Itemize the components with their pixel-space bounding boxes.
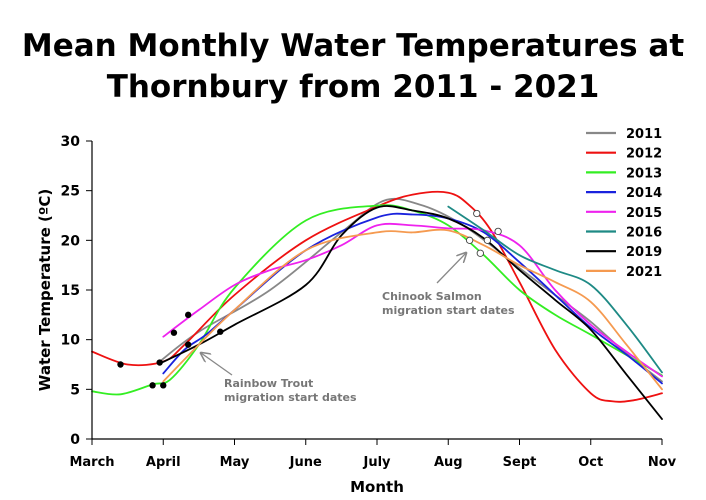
chinook-salmon-annotation: Chinook Salmon migration start dates: [382, 253, 515, 317]
y-tick-label: 20: [61, 233, 81, 249]
chinook-salmon-point: [494, 227, 502, 236]
legend-label-2011: 2011: [626, 127, 662, 142]
x-tick-label: June: [289, 455, 322, 470]
x-tick-label: Oct: [578, 455, 603, 470]
rainbow-trout-point: [149, 382, 156, 389]
legend-label-2014: 2014: [626, 186, 662, 201]
y-axis-label: Water Temperature (ºC): [36, 189, 54, 391]
axes: [91, 141, 662, 440]
chinook-salmon-label-line-2: migration start dates: [382, 304, 515, 317]
rainbow-trout-point: [217, 328, 224, 335]
legend: 2011 2012 2013 2014 2015 2016 2019 2021: [586, 127, 662, 280]
legend-label-2019: 2019: [626, 245, 662, 260]
x-tick-label: May: [220, 455, 250, 470]
series-line-2012: [91, 190, 663, 403]
x-tick-label: Nov: [648, 455, 677, 470]
legend-label-2021: 2021: [626, 265, 662, 280]
rainbow-trout-point: [117, 361, 124, 368]
chinook-salmon-arrow: [436, 253, 466, 284]
series-line-2014: [162, 212, 663, 385]
tick-layer: 0 5 10 15 20 25 30 March April May June July Aug Sept…: [61, 134, 677, 470]
series-line-2021: [162, 228, 663, 391]
y-tick-label: 10: [61, 333, 81, 349]
series-line-2019: [158, 205, 663, 420]
chinook-salmon-point: [465, 236, 474, 244]
legend-label-2015: 2015: [626, 206, 662, 221]
y-tick-label: 15: [61, 283, 80, 299]
x-tick-label: April: [146, 455, 181, 470]
rainbow-trout-annotation: Rainbow Trout migration start dates: [201, 353, 357, 404]
y-tick-label: 5: [70, 382, 80, 398]
rainbow-trout-point: [184, 341, 192, 348]
chinook-salmon-label-line-1: Chinook Salmon: [382, 290, 482, 303]
chart-title-line-2: Thornbury from 2011 - 2021: [106, 69, 600, 105]
chart-title-line-1: Mean Monthly Water Temperatures at: [21, 28, 685, 64]
rainbow-trout-point: [156, 359, 163, 366]
x-axis-label: Month: [350, 478, 404, 496]
chart-title: Mean Monthly Water Temperatures at Thorn…: [0, 26, 706, 108]
chinook-salmon-point: [473, 209, 481, 218]
x-tick-label: Sept: [503, 455, 537, 470]
rainbow-trout-point: [160, 382, 167, 389]
legend-label-2013: 2013: [626, 166, 662, 181]
y-tick-label: 30: [61, 134, 81, 150]
rainbow-trout-label-line-2: migration start dates: [224, 391, 357, 404]
chinook-salmon-point: [483, 236, 492, 244]
series-line-2013: [91, 204, 663, 396]
legend-label-2016: 2016: [626, 226, 662, 241]
y-tick-label: 25: [61, 184, 80, 200]
x-tick-label: July: [362, 455, 391, 470]
series-line-2015: [162, 222, 663, 378]
x-tick-label: March: [69, 455, 114, 470]
legend-label-2012: 2012: [626, 147, 662, 162]
series-layer: [91, 190, 663, 420]
migration-points-layer: [117, 209, 502, 389]
series-line-2016: [447, 205, 663, 374]
series-line-2011: [158, 197, 663, 383]
chinook-salmon-point: [476, 249, 484, 257]
rainbow-trout-label-line-1: Rainbow Trout: [224, 377, 313, 390]
rainbow-trout-point: [170, 329, 178, 336]
x-tick-label: Aug: [434, 455, 463, 470]
y-tick-label: 0: [70, 432, 80, 448]
rainbow-trout-arrow: [201, 353, 233, 376]
rainbow-trout-point: [184, 311, 192, 319]
